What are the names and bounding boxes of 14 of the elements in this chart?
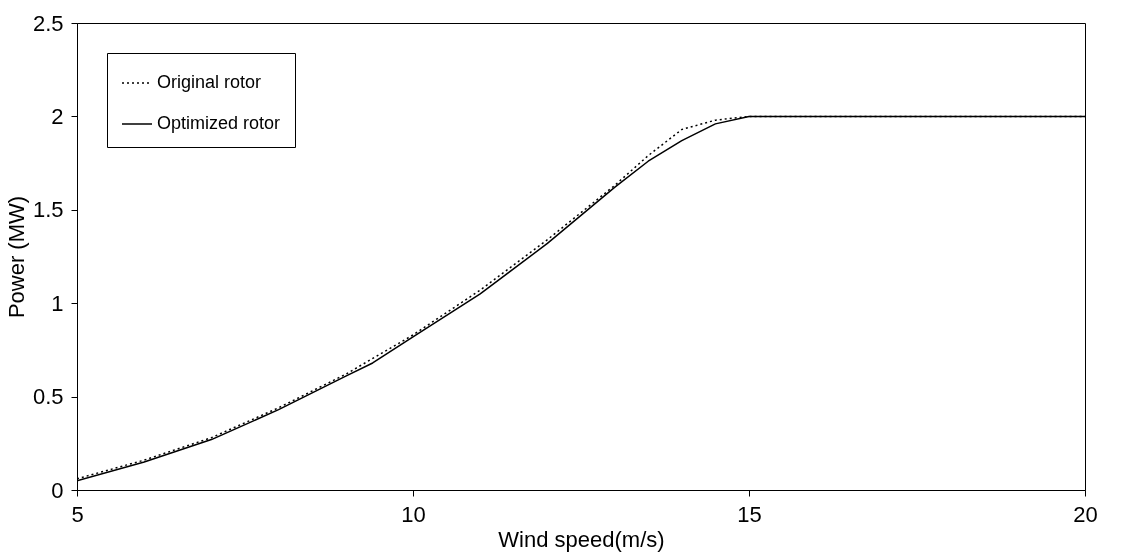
legend-label: Original rotor [157,72,262,92]
x-tick-label: 15 [737,501,762,527]
x-tick-label: 10 [401,501,426,527]
y-axis-title: Power (MW) [3,195,29,319]
x-tick-label: 20 [1073,501,1098,527]
y-tick-label: 1.5 [32,197,64,223]
y-tick-label: 0 [51,477,64,503]
y-tick-label: 1 [51,290,64,316]
y-tick-label: 2 [51,103,64,129]
y-tick-label: 0.5 [32,384,64,410]
legend-label: Optimized rotor [157,113,281,133]
x-tick-label: 5 [71,501,84,527]
y-tick-label: 2.5 [32,10,64,36]
x-axis-title: Wind speed(m/s) [498,526,665,552]
